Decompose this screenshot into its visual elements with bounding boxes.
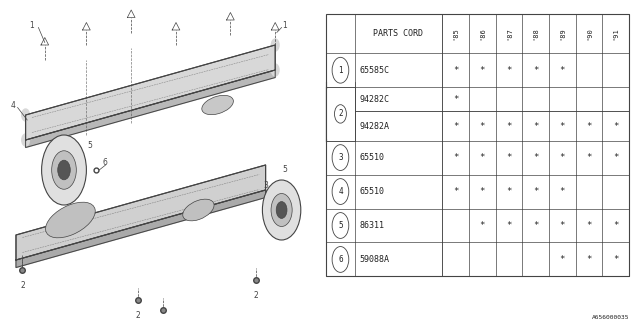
Circle shape — [332, 179, 349, 204]
Circle shape — [271, 39, 279, 51]
Bar — [327, 89, 354, 139]
Text: *: * — [559, 153, 565, 162]
Text: *: * — [479, 66, 485, 75]
Text: *: * — [453, 122, 458, 131]
Circle shape — [335, 90, 346, 108]
Text: 2: 2 — [20, 281, 25, 290]
Text: *: * — [586, 153, 591, 162]
Circle shape — [22, 109, 29, 121]
Text: *: * — [559, 221, 565, 230]
Text: '89: '89 — [559, 28, 565, 40]
Text: *: * — [506, 122, 512, 131]
Text: *: * — [533, 66, 538, 75]
Text: *: * — [479, 122, 485, 131]
Text: *: * — [453, 95, 458, 104]
Text: 5: 5 — [87, 140, 92, 149]
Text: 4: 4 — [338, 187, 343, 196]
Polygon shape — [26, 45, 275, 140]
Circle shape — [271, 64, 279, 76]
Text: 86311: 86311 — [359, 221, 384, 230]
Text: 2: 2 — [338, 109, 343, 118]
Polygon shape — [26, 70, 275, 148]
Text: *: * — [613, 221, 618, 230]
Text: *: * — [533, 187, 538, 196]
Text: *: * — [479, 187, 485, 196]
Text: 4: 4 — [10, 100, 15, 109]
Text: 65585C: 65585C — [359, 66, 389, 75]
Circle shape — [262, 180, 301, 240]
Text: 5: 5 — [282, 165, 287, 174]
Circle shape — [58, 160, 70, 180]
Circle shape — [42, 135, 86, 205]
Text: *: * — [479, 221, 485, 230]
Text: *: * — [613, 255, 618, 264]
Text: 1: 1 — [282, 20, 287, 29]
Text: 94282C: 94282C — [359, 95, 389, 104]
Text: 2: 2 — [135, 310, 140, 319]
Text: 3: 3 — [263, 180, 268, 189]
Circle shape — [52, 151, 76, 189]
Text: 65510: 65510 — [359, 153, 384, 162]
Text: 6: 6 — [102, 158, 108, 167]
Text: 2: 2 — [253, 291, 259, 300]
Text: 1: 1 — [338, 66, 343, 75]
Circle shape — [332, 246, 349, 272]
Text: *: * — [586, 255, 591, 264]
Text: *: * — [533, 221, 538, 230]
Text: '87: '87 — [506, 28, 512, 40]
Text: *: * — [533, 122, 538, 131]
Polygon shape — [16, 190, 266, 268]
Text: 94282A: 94282A — [359, 122, 389, 131]
Text: *: * — [613, 122, 618, 131]
Text: 6: 6 — [338, 255, 343, 264]
Text: *: * — [559, 255, 565, 264]
Bar — [326, 14, 629, 276]
Circle shape — [271, 194, 292, 227]
Circle shape — [332, 212, 349, 238]
Text: *: * — [533, 153, 538, 162]
Text: 5: 5 — [338, 221, 343, 230]
Circle shape — [22, 134, 29, 146]
Text: 65510: 65510 — [359, 187, 384, 196]
Circle shape — [332, 145, 349, 171]
Text: *: * — [506, 153, 512, 162]
Text: *: * — [559, 66, 565, 75]
Text: '88: '88 — [532, 28, 539, 40]
Text: 59088A: 59088A — [359, 255, 389, 264]
Ellipse shape — [45, 202, 95, 238]
Text: 2: 2 — [338, 95, 343, 104]
Text: *: * — [586, 122, 591, 131]
Text: '86: '86 — [479, 28, 485, 40]
Text: 3: 3 — [338, 153, 343, 162]
Text: '91: '91 — [612, 28, 619, 40]
Text: *: * — [506, 66, 512, 75]
Ellipse shape — [202, 95, 234, 115]
Text: *: * — [453, 153, 458, 162]
Text: *: * — [453, 66, 458, 75]
Text: *: * — [586, 221, 591, 230]
Text: *: * — [559, 187, 565, 196]
Polygon shape — [16, 165, 266, 260]
Circle shape — [276, 202, 287, 218]
Text: '85: '85 — [452, 28, 459, 40]
Text: *: * — [453, 187, 458, 196]
Text: A656000035: A656000035 — [591, 315, 629, 320]
Ellipse shape — [183, 199, 214, 221]
Text: *: * — [506, 221, 512, 230]
Text: 1: 1 — [29, 20, 35, 29]
Text: *: * — [613, 153, 618, 162]
Text: *: * — [479, 153, 485, 162]
Bar — [326, 110, 355, 140]
Text: '90: '90 — [586, 28, 592, 40]
Text: *: * — [559, 122, 565, 131]
Circle shape — [335, 105, 346, 123]
Text: PARTS CORD: PARTS CORD — [374, 29, 424, 38]
Text: *: * — [506, 187, 512, 196]
Circle shape — [332, 57, 349, 83]
